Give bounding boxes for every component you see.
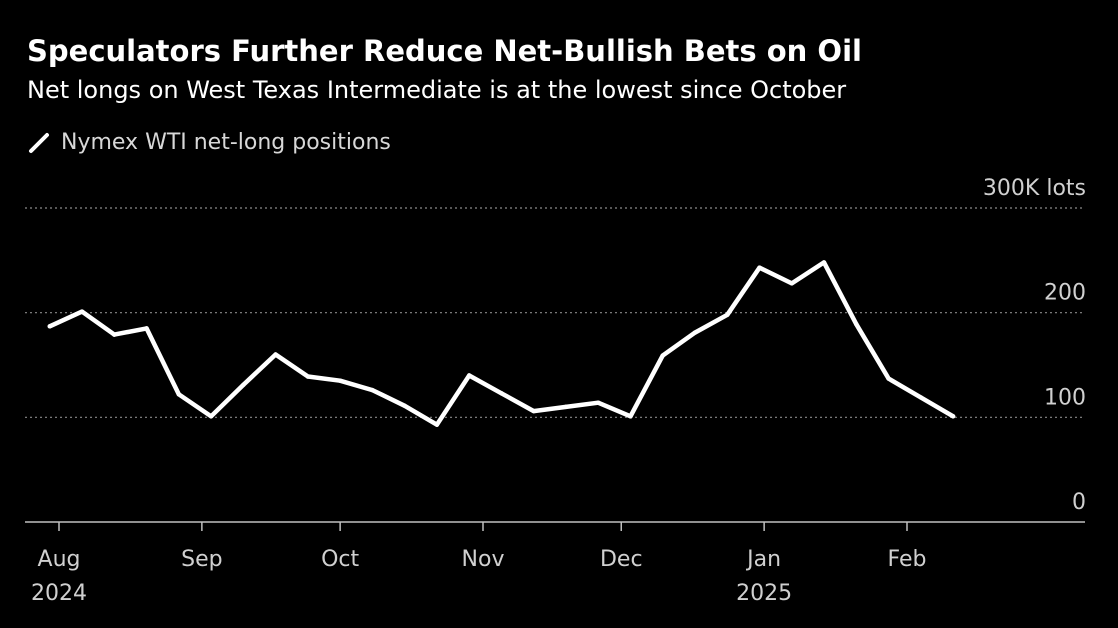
data-point — [434, 422, 440, 427]
x-tick-label: Jan — [745, 547, 781, 572]
data-point — [305, 374, 311, 379]
y-tick-label: 200 — [1044, 281, 1086, 306]
legend-label: Nymex WTI net-long positions — [61, 129, 391, 155]
series-layer — [47, 260, 956, 427]
y-tick-label: 100 — [1044, 385, 1086, 410]
data-point — [596, 400, 601, 405]
data-point — [725, 312, 730, 317]
x-tick-label: Aug — [38, 547, 81, 572]
x-tick-label: Nov — [462, 547, 505, 572]
data-point — [950, 414, 956, 419]
series-line — [47, 260, 956, 427]
data-point — [176, 392, 182, 397]
y-tick-label: 0 — [1072, 490, 1086, 515]
legend-line-icon — [29, 133, 49, 153]
data-point — [757, 265, 762, 270]
x-tick-label: Sep — [181, 547, 222, 572]
x-tick-label: Oct — [321, 547, 359, 572]
data-point — [628, 414, 633, 419]
data-point — [854, 321, 859, 327]
data-point — [402, 403, 407, 409]
data-point — [79, 309, 85, 314]
data-point — [241, 382, 246, 388]
x-tick-sublabel: 2024 — [31, 581, 87, 606]
data-point — [144, 326, 149, 331]
data-point — [821, 260, 827, 265]
x-tick-label: Dec — [600, 547, 643, 572]
chart-title: Speculators Further Reduce Net-Bullish B… — [27, 34, 862, 68]
y-tick-label: 300K lots — [983, 176, 1086, 201]
data-point — [208, 414, 214, 419]
data-point — [886, 376, 891, 381]
data-point — [563, 404, 569, 410]
chart-subtitle: Net longs on West Texas Intermediate is … — [27, 76, 847, 104]
data-point — [531, 408, 536, 414]
legend: Nymex WTI net-long positions — [27, 128, 391, 156]
data-point — [370, 387, 375, 393]
data-point — [466, 373, 472, 378]
x-tick-sublabel: 2025 — [736, 581, 792, 606]
gridlines — [25, 207, 1085, 418]
y-axis-labels: 0 100 200 300K lots — [983, 176, 1086, 515]
x-tick-label: Feb — [888, 547, 927, 572]
data-point — [918, 395, 924, 400]
x-axis: Aug 2024 Sep Oct Nov Dec Jan 2025 Feb — [25, 521, 1085, 606]
data-point — [660, 353, 665, 358]
data-point — [47, 324, 52, 329]
data-point — [692, 330, 698, 335]
data-point — [273, 352, 278, 357]
data-point — [337, 378, 343, 383]
data-point — [112, 332, 117, 337]
data-point — [789, 281, 794, 286]
data-point — [499, 391, 504, 396]
